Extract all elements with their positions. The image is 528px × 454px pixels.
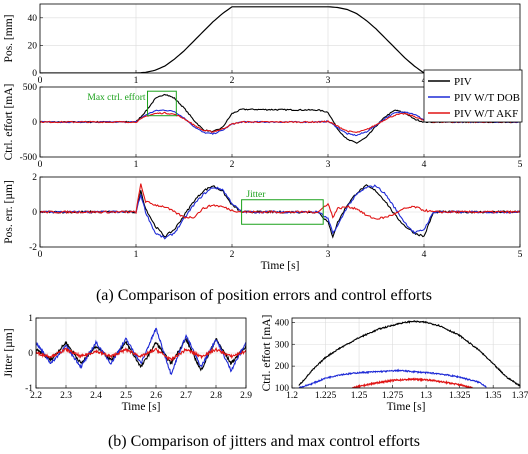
tick-label-y: 0 bbox=[32, 118, 37, 128]
tick-label-y: -500 bbox=[20, 153, 38, 163]
tick-label-x: 1.35 bbox=[485, 391, 502, 401]
panel-jitter: 2.2 2.3 2.4 2.5 2.6 2.7 2.8 2.9 -1 0 1 Jitter [µm] T… bbox=[3, 314, 252, 413]
tick-label-x: 2.6 bbox=[150, 391, 162, 401]
annotation-max-effort: Max ctrl. effort bbox=[87, 92, 145, 103]
tick-label-x: 3 bbox=[326, 76, 331, 86]
tick-label-y: 1 bbox=[28, 314, 33, 324]
tick-label-x: 4 bbox=[422, 250, 427, 260]
tick-label-x: 2.9 bbox=[240, 391, 252, 401]
tick-label-y: 200 bbox=[275, 362, 290, 372]
series-piv bbox=[298, 320, 520, 387]
plot-frame bbox=[39, 3, 521, 74]
y-axis-label: Pos. err. [µm] bbox=[3, 180, 15, 243]
tick-label-x: 5 bbox=[518, 160, 523, 170]
tick-label-x: 2 bbox=[230, 250, 235, 260]
tick-label-x: 1.225 bbox=[315, 391, 337, 401]
tick-label-y: 300 bbox=[275, 340, 290, 350]
legend-entry: PIV W/T AKF bbox=[454, 108, 518, 120]
series-piv-w-t-dob bbox=[298, 368, 487, 388]
tick-label-x: 0 bbox=[38, 160, 43, 170]
tick-label-x: 2.8 bbox=[210, 391, 222, 401]
tick-label-x: 1.3 bbox=[420, 391, 432, 401]
tick-label-x: 2.5 bbox=[120, 391, 132, 401]
x-axis-label: Time [s] bbox=[261, 260, 300, 272]
tick-label-y: 40 bbox=[28, 14, 38, 24]
caption-a: (a) Comparison of position errors and co… bbox=[96, 287, 432, 304]
plot-frame bbox=[291, 317, 521, 389]
panel-max-control-effort: 1.2 1.225 1.25 1.275 1.3 1.325 1.35 1.37 100 200 3… bbox=[261, 315, 528, 413]
y-axis-label: Ctrl. effort [mA] bbox=[3, 84, 15, 161]
legend-entry: PIV W/T DOB bbox=[454, 92, 520, 104]
jitter-box bbox=[241, 199, 324, 225]
tick-label-x: 2.3 bbox=[60, 391, 72, 401]
series-piv-w-t-akf bbox=[40, 183, 520, 220]
tick-label-y: -1 bbox=[25, 384, 33, 394]
max-effort-box bbox=[147, 90, 177, 117]
tick-label-x: 1.2 bbox=[286, 391, 298, 401]
tick-label-y: 0 bbox=[28, 349, 33, 359]
tick-label-x: 2 bbox=[230, 76, 235, 86]
tick-label-x: 1 bbox=[134, 160, 139, 170]
series-position bbox=[40, 6, 520, 73]
series-piv-w-t-dob bbox=[36, 327, 246, 376]
tick-label-x: 5 bbox=[518, 250, 523, 260]
tick-label-x: 0 bbox=[38, 250, 43, 260]
tick-label-x: 2 bbox=[230, 160, 235, 170]
tick-label-y: 0 bbox=[32, 69, 37, 79]
tick-label-x: 1.37 bbox=[512, 391, 528, 401]
y-axis-label: Pos. [mm] bbox=[3, 15, 15, 63]
caption-b: (b) Comparison of jitters and max contro… bbox=[108, 433, 420, 450]
tick-label-y: -2 bbox=[29, 243, 37, 253]
tick-label-y: 0 bbox=[32, 208, 37, 218]
series-piv bbox=[40, 184, 520, 239]
tick-label-y: 20 bbox=[28, 41, 38, 51]
tick-label-x: 0 bbox=[38, 76, 43, 86]
x-axis-label: Time [s] bbox=[387, 401, 426, 413]
tick-label-x: 1.275 bbox=[382, 391, 404, 401]
tick-label-x: 1.25 bbox=[351, 391, 368, 401]
x-axis-label: Time [s] bbox=[122, 401, 161, 413]
legend: PIV PIV W/T DOB PIV W/T AKF bbox=[423, 69, 523, 123]
tick-label-y: 400 bbox=[275, 318, 290, 328]
tick-label-y: 100 bbox=[275, 384, 290, 394]
plot-frame bbox=[35, 317, 247, 389]
annotation-jitter: Jitter bbox=[246, 190, 266, 200]
tick-label-x: 1 bbox=[134, 250, 139, 260]
tick-label-x: 3 bbox=[326, 160, 331, 170]
series-piv-w-t-akf bbox=[36, 346, 246, 362]
tick-label-x: 3 bbox=[326, 250, 331, 260]
tick-label-y: 500 bbox=[23, 83, 38, 93]
tick-label-x: 4 bbox=[422, 160, 427, 170]
tick-label-y: 2 bbox=[32, 173, 37, 183]
tick-label-x: 2.4 bbox=[90, 391, 102, 401]
series-piv-w-t-akf bbox=[351, 377, 474, 388]
tick-label-x: 2.7 bbox=[180, 391, 192, 401]
y-axis-label: Jitter [µm] bbox=[3, 328, 15, 377]
tick-label-x: 1.325 bbox=[449, 391, 471, 401]
plot-frame bbox=[39, 176, 521, 248]
legend-entry: PIV bbox=[454, 76, 472, 88]
tick-label-x: 2.2 bbox=[30, 391, 42, 401]
y-axis-label: Ctrl. effort [mA] bbox=[261, 315, 273, 392]
tick-label-x: 1 bbox=[134, 76, 139, 86]
